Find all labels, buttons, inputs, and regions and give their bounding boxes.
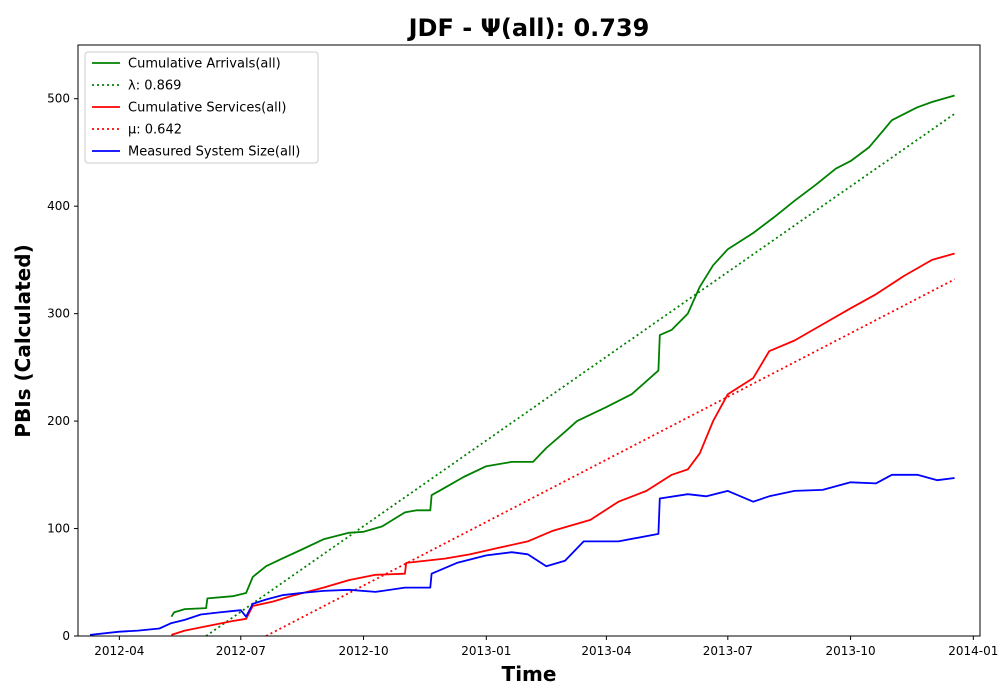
- x-tick-label: 2013-10: [826, 644, 876, 658]
- legend-label: Cumulative Services(all): [128, 101, 286, 116]
- legend-label: Measured System Size(all): [128, 145, 300, 160]
- y-tick-label: 100: [47, 522, 70, 536]
- series-line-3: [265, 278, 956, 636]
- chart-title: JDF - Ψ(all): 0.739: [407, 14, 650, 42]
- series-line-2: [171, 252, 955, 636]
- y-tick-label: 400: [47, 199, 70, 213]
- plot-frame: [77, 44, 981, 637]
- y-tick-label: 300: [47, 307, 70, 321]
- y-tick-label: 0: [62, 629, 70, 643]
- series-layer: [89, 94, 956, 636]
- x-tick-label: 2012-04: [94, 644, 144, 658]
- x-tick-label: 2014-01: [948, 644, 998, 658]
- y-axis-title: PBIs (Calculated): [11, 244, 35, 437]
- x-tick-label: 2013-04: [581, 644, 631, 658]
- legend: Cumulative Arrivals(all) λ: 0.869 Cumulati…: [84, 51, 319, 164]
- legend-label: λ: 0.869: [128, 79, 181, 94]
- x-tick-label: 2013-07: [703, 644, 753, 658]
- legend-label: μ: 0.642: [128, 123, 182, 138]
- y-tick-label: 500: [47, 92, 70, 106]
- legend-box: [84, 51, 319, 164]
- tick-layer: 2012-04 2012-07 2012-10 2013-01 2013-04 2013-…: [47, 92, 998, 658]
- series-line-1: [205, 113, 956, 636]
- y-tick-label: 200: [47, 414, 70, 428]
- x-tick-label: 2013-01: [461, 644, 511, 658]
- x-tick-label: 2012-07: [216, 644, 266, 658]
- legend-items: Cumulative Arrivals(all) λ: 0.869 Cumulati…: [92, 57, 300, 160]
- series-line-0: [170, 94, 955, 618]
- series-line-4: [89, 473, 955, 636]
- legend-label: Cumulative Arrivals(all): [128, 57, 281, 72]
- x-axis-title: Time: [502, 662, 557, 686]
- x-tick-label: 2012-10: [338, 644, 388, 658]
